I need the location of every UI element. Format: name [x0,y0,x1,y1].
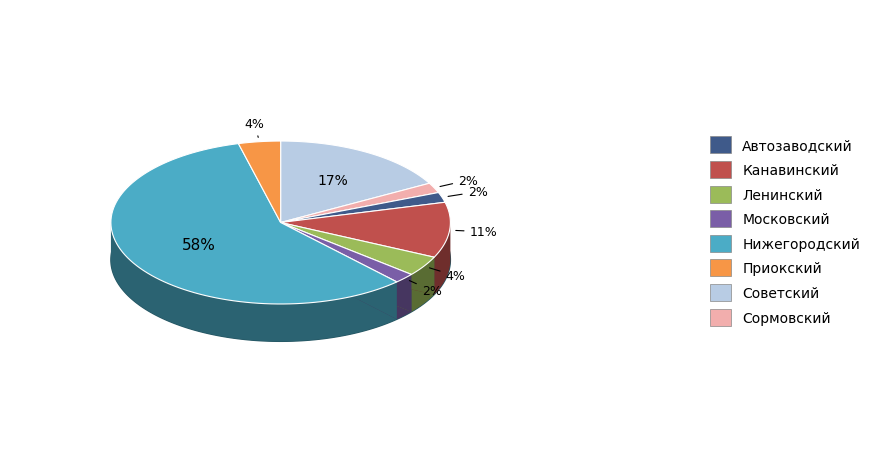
Polygon shape [281,223,434,275]
Text: 2%: 2% [410,281,441,297]
Text: 17%: 17% [317,174,348,188]
Polygon shape [396,275,411,319]
Polygon shape [281,142,430,223]
Polygon shape [281,223,396,319]
Polygon shape [281,223,411,312]
Polygon shape [111,144,396,304]
Polygon shape [281,184,438,223]
Polygon shape [281,223,434,295]
Polygon shape [281,193,445,223]
Polygon shape [281,223,434,295]
Text: 2%: 2% [448,186,488,199]
Text: 4%: 4% [245,118,265,138]
Polygon shape [111,225,396,342]
Polygon shape [281,203,451,257]
Polygon shape [239,142,281,223]
Polygon shape [281,223,411,282]
Polygon shape [411,257,434,312]
Text: 2%: 2% [440,174,478,188]
Polygon shape [434,223,451,295]
Polygon shape [281,223,396,319]
Polygon shape [111,179,451,342]
Text: 4%: 4% [430,268,466,283]
Text: 11%: 11% [456,226,497,239]
Legend: Автозаводский, Канавинский, Ленинский, Московский, Нижегородский, Приокский, Сов: Автозаводский, Канавинский, Ленинский, М… [705,131,866,332]
Text: 58%: 58% [182,237,216,252]
Polygon shape [281,223,411,312]
